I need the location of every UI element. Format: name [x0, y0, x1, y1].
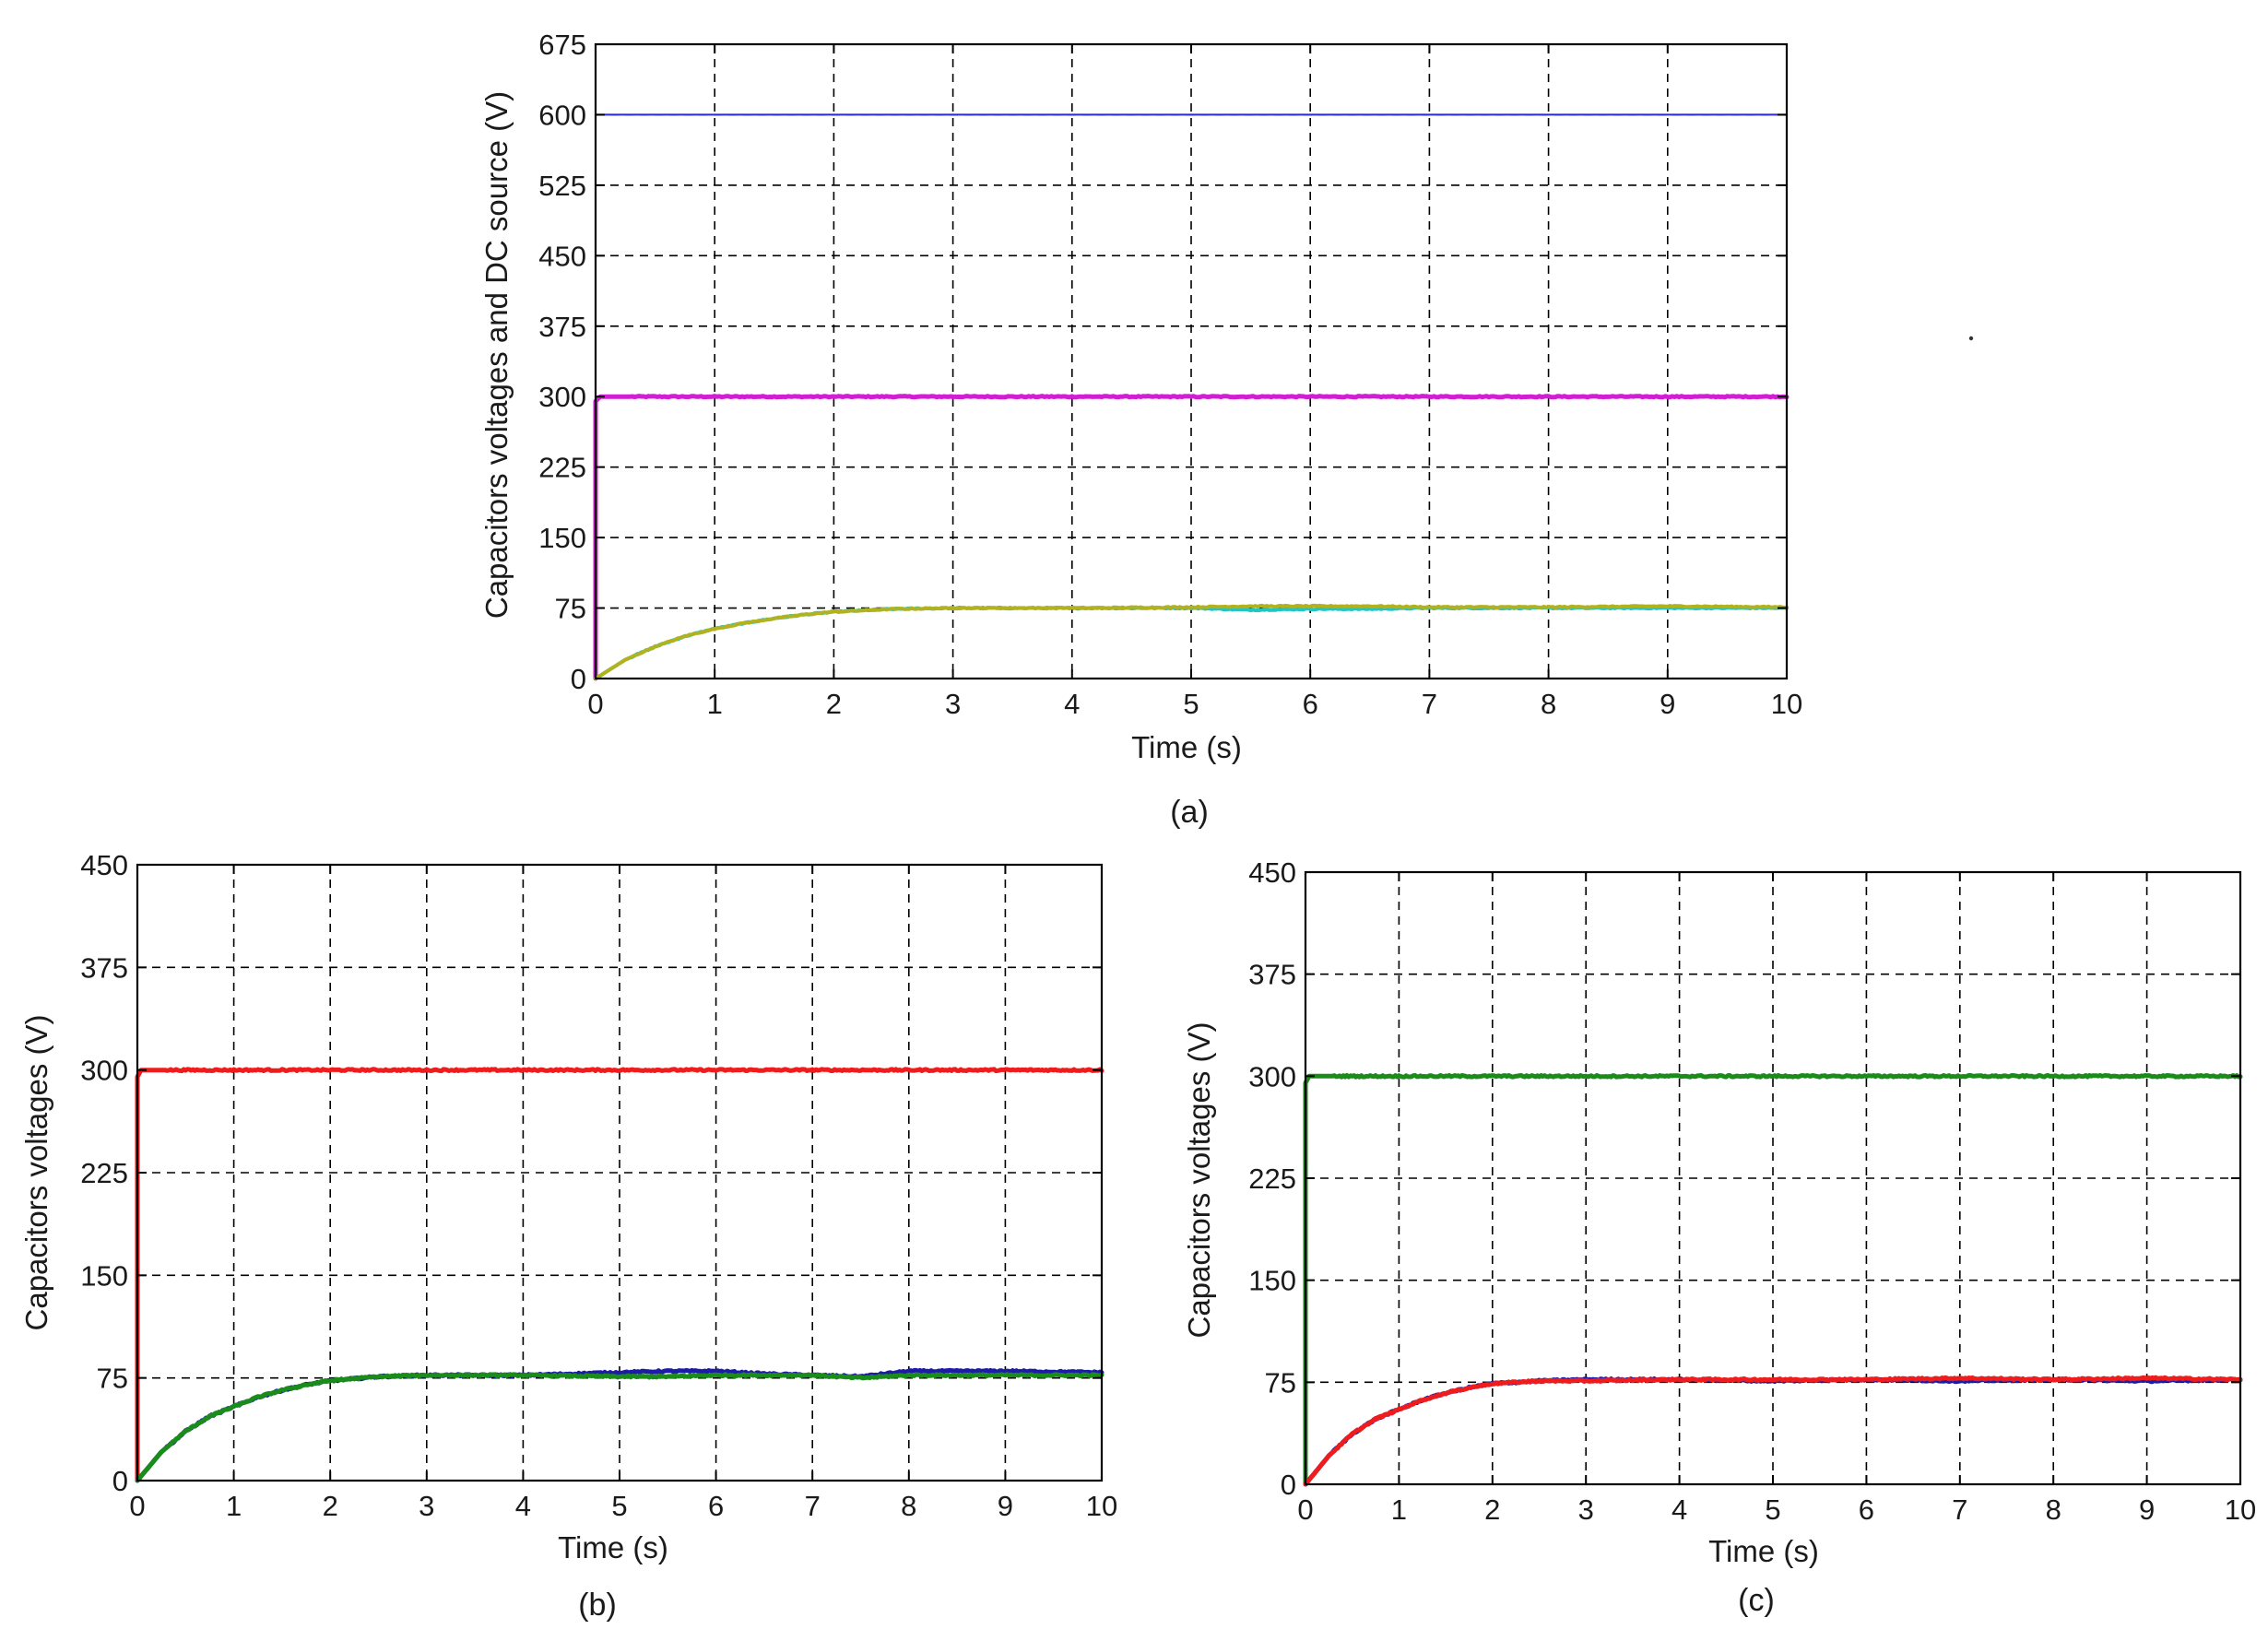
x-tick-label-c-2: 2 — [1484, 1493, 1500, 1526]
caption-a: (a) — [1170, 795, 1209, 830]
stray-dot — [1968, 336, 1974, 341]
x-tick-label-b-10: 10 — [1086, 1490, 1117, 1522]
y-tick-label-c-1: 75 — [1265, 1366, 1296, 1399]
x-tick-label-a-4: 4 — [1064, 688, 1080, 720]
chart-panel-b: Time (s) Capacitors voltages (V) (b) 0 1 2… — [19, 849, 1117, 1623]
x-tick-label-a-6: 6 — [1303, 688, 1318, 720]
y-tick-label-b-2: 150 — [80, 1259, 128, 1292]
y-tick-label-c-6: 450 — [1248, 856, 1296, 889]
x-tick-label-b-9: 9 — [998, 1490, 1013, 1522]
xlabel-a: Time (s) — [1131, 730, 1242, 764]
y-tick-label-c-4: 300 — [1248, 1060, 1296, 1092]
chart-panel-c: Time (s) Capacitors voltages (V) (c) 0 1 2… — [1182, 856, 2256, 1618]
caption-b: (b) — [578, 1588, 617, 1623]
x-tick-label-a-7: 7 — [1422, 688, 1437, 720]
x-tick-label-b-4: 4 — [515, 1490, 531, 1522]
y-tick-label-b-5: 375 — [80, 951, 128, 984]
x-tick-label-b-3: 3 — [419, 1490, 434, 1522]
caption-c: (c) — [1738, 1583, 1775, 1618]
y-tick-label-a-0: 0 — [571, 663, 586, 695]
y-tick-label-a-7: 525 — [538, 170, 586, 202]
x-tick-label-c-5: 5 — [1765, 1493, 1780, 1526]
x-tick-label-b-8: 8 — [901, 1490, 916, 1522]
xlabel-b: Time (s) — [558, 1530, 668, 1564]
series-line-b-0 — [135, 1067, 1104, 1483]
x-tick-label-c-8: 8 — [2046, 1493, 2061, 1526]
series-line-c-2 — [1303, 1375, 2243, 1487]
y-tick-label-c-3: 225 — [1248, 1163, 1296, 1195]
y-tick-label-c-2: 150 — [1248, 1265, 1296, 1297]
x-tick-label-c-0: 0 — [1297, 1493, 1313, 1526]
y-tick-label-c-0: 0 — [1281, 1469, 1296, 1501]
chart-panel-a: Time (s) Capacitors voltages and DC sour… — [479, 29, 1802, 830]
y-tick-label-b-0: 0 — [112, 1465, 128, 1497]
x-tick-label-a-5: 5 — [1183, 688, 1199, 720]
x-tick-label-b-1: 1 — [226, 1490, 242, 1522]
x-tick-label-c-6: 6 — [1859, 1493, 1874, 1526]
x-tick-label-b-2: 2 — [323, 1490, 338, 1522]
y-tick-label-a-5: 375 — [538, 311, 586, 343]
x-tick-label-c-9: 9 — [2139, 1493, 2155, 1526]
y-tick-label-a-8: 600 — [538, 99, 586, 131]
y-tick-label-b-6: 450 — [80, 849, 128, 881]
x-tick-label-b-0: 0 — [129, 1490, 145, 1522]
y-tick-label-a-3: 225 — [538, 452, 586, 484]
x-tick-label-c-10: 10 — [2225, 1493, 2256, 1526]
x-tick-label-a-3: 3 — [945, 688, 961, 720]
y-tick-label-c-5: 375 — [1248, 959, 1296, 991]
y-tick-label-b-3: 225 — [80, 1157, 128, 1189]
y-tick-label-b-1: 75 — [97, 1363, 128, 1395]
y-tick-label-b-4: 300 — [80, 1055, 128, 1087]
series-line-c-0 — [1303, 1073, 2243, 1487]
x-tick-label-c-3: 3 — [1578, 1493, 1594, 1526]
x-tick-label-c-4: 4 — [1671, 1493, 1687, 1526]
y-tick-label-a-2: 150 — [538, 522, 586, 554]
x-tick-label-c-7: 7 — [1952, 1493, 1967, 1526]
ylabel-b: Capacitors voltages (V) — [19, 1015, 53, 1331]
xlabel-c: Time (s) — [1708, 1534, 1819, 1568]
x-tick-label-a-8: 8 — [1541, 688, 1556, 720]
x-tick-label-a-2: 2 — [826, 688, 842, 720]
ylabel-a: Capacitors voltages and DC source (V) — [479, 91, 514, 619]
y-tick-label-a-4: 300 — [538, 381, 586, 413]
x-tick-label-c-1: 1 — [1391, 1493, 1407, 1526]
x-tick-label-a-9: 9 — [1660, 688, 1675, 720]
x-tick-label-a-10: 10 — [1771, 688, 1802, 720]
y-tick-label-a-6: 450 — [538, 240, 586, 272]
y-tick-label-a-9: 675 — [538, 29, 586, 61]
x-tick-label-b-5: 5 — [611, 1490, 627, 1522]
series-line-a-3 — [594, 603, 1789, 680]
x-tick-label-b-7: 7 — [805, 1490, 821, 1522]
x-tick-label-b-6: 6 — [708, 1490, 724, 1522]
x-tick-label-a-0: 0 — [587, 688, 603, 720]
series-line-b-2 — [135, 1372, 1104, 1483]
x-tick-label-a-1: 1 — [707, 688, 723, 720]
ylabel-c: Capacitors voltages (V) — [1182, 1022, 1216, 1339]
y-tick-label-a-1: 75 — [555, 593, 586, 625]
series-line-a-1 — [593, 394, 1790, 681]
